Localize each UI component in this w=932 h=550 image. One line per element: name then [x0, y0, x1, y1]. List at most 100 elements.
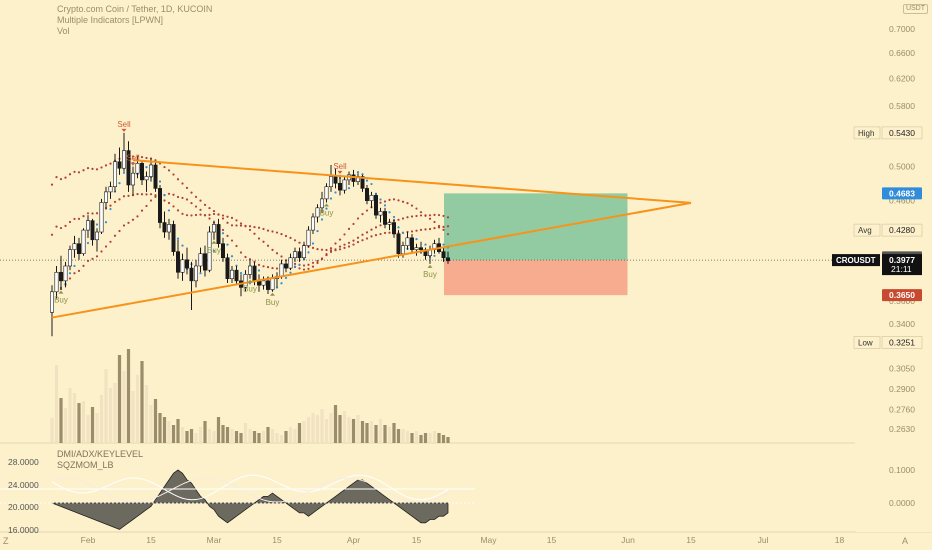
trailing-dot — [379, 198, 382, 201]
volume-bar — [189, 429, 194, 443]
ma-dot — [365, 237, 369, 240]
trailing-dot — [109, 207, 112, 211]
ma-dot — [365, 231, 369, 234]
trailing-dot — [230, 255, 234, 258]
zoom-button[interactable]: Z — [3, 536, 9, 546]
ma-dot — [379, 224, 382, 227]
trailing-dot — [235, 264, 238, 267]
oscillator-tick-label: 0.0000 — [889, 498, 915, 508]
ma-dot — [235, 219, 238, 222]
ma-dot — [284, 234, 288, 238]
ma-dot — [226, 234, 229, 237]
volume-bar — [320, 409, 324, 443]
trailing-dot — [284, 276, 288, 280]
ma-dot — [212, 212, 216, 216]
ma-dot — [73, 170, 76, 173]
ma-dot — [95, 212, 99, 215]
ma-dot — [239, 222, 243, 225]
volume-bar — [243, 423, 248, 443]
volume-bar — [315, 415, 320, 443]
candle-body — [297, 251, 302, 259]
trailing-dot — [167, 209, 171, 212]
ma-dot — [122, 195, 126, 198]
volume-bar — [167, 421, 171, 443]
candle-body — [117, 161, 122, 169]
volume-bar — [446, 437, 450, 443]
volume-bar — [131, 391, 135, 443]
ma-dot — [316, 261, 319, 264]
volume-bar — [158, 413, 162, 443]
ma-dot — [239, 224, 243, 227]
volume-bar — [378, 419, 383, 443]
volume-bar — [212, 431, 216, 443]
trailing-dot — [68, 272, 72, 275]
candle-body — [167, 224, 172, 233]
sqzmom-indicator-label[interactable]: SQZMOM_LB — [57, 460, 114, 470]
trailing-dot — [257, 269, 261, 272]
volume-label[interactable]: Vol — [57, 26, 70, 36]
candle-body — [342, 179, 347, 191]
dmi-indicator-label[interactable]: DMI/ADX/KEYLEVEL — [57, 449, 144, 459]
volume-bar — [369, 421, 374, 443]
volume-bar — [387, 427, 392, 443]
ma-dot — [302, 264, 306, 267]
volume-bar — [437, 433, 441, 443]
ma-dot — [257, 263, 261, 266]
ma-dot — [154, 195, 157, 198]
price-label-value: 0.3251 — [889, 337, 915, 347]
candle-body — [288, 257, 293, 269]
ma-dot — [253, 260, 256, 263]
ma-dot — [149, 157, 153, 160]
ma-dot — [311, 246, 315, 249]
ma-dot — [266, 266, 270, 269]
ma-dot — [374, 234, 378, 237]
ma-dot — [379, 232, 382, 236]
buy-signal-marker — [324, 203, 329, 207]
candle-body — [261, 280, 266, 286]
trailing-dot — [212, 249, 216, 252]
candle-body — [149, 164, 154, 177]
trailing-dot — [181, 244, 184, 247]
volume-bar — [338, 415, 342, 443]
ma-dot — [248, 228, 252, 232]
time-tick-label: 15 — [686, 535, 696, 545]
oscillator-tick-label: 0.1000 — [889, 465, 915, 475]
currency-badge[interactable]: USDT — [902, 4, 928, 14]
ma-dot — [95, 168, 99, 171]
volume-bar — [59, 398, 63, 443]
volume-bar — [221, 425, 225, 443]
candle-body — [63, 265, 68, 282]
ma-dot — [271, 266, 274, 270]
ma-dot — [145, 156, 148, 160]
indicator-label[interactable]: Multiple Indicators [LPWN] — [57, 15, 164, 25]
candle-body — [391, 222, 396, 235]
price-tick-label: 0.3400 — [889, 319, 915, 329]
ma-dot — [343, 246, 346, 249]
volume-bar — [239, 433, 243, 443]
price-tick-label: 0.2760 — [889, 404, 915, 414]
chart-title: Crypto.com Coin / Tether, 1D, KUCOIN — [57, 4, 213, 14]
candle-body — [203, 253, 208, 271]
ma-dot — [433, 220, 436, 224]
ma-dot — [266, 229, 270, 232]
candle-body — [90, 220, 95, 241]
ma-dot — [298, 267, 301, 270]
ma-dot — [208, 217, 211, 220]
ma-dot — [50, 183, 54, 186]
ma-dot — [361, 239, 364, 242]
trailing-dot — [347, 187, 351, 190]
candle-body — [122, 150, 127, 169]
candle-body — [189, 267, 194, 282]
ma-dot — [320, 257, 324, 261]
price-tick-label: 0.4600 — [889, 196, 915, 206]
ma-dot — [253, 232, 256, 235]
ma-dot — [77, 171, 81, 174]
trailing-dot — [239, 272, 243, 275]
ma-dot — [289, 236, 292, 239]
volume-bar — [261, 431, 266, 443]
auto-scale-button[interactable]: A — [902, 536, 909, 546]
ma-dot — [131, 155, 135, 158]
price-label-box — [881, 223, 923, 237]
price-tick-label: 0.5000 — [889, 162, 915, 172]
